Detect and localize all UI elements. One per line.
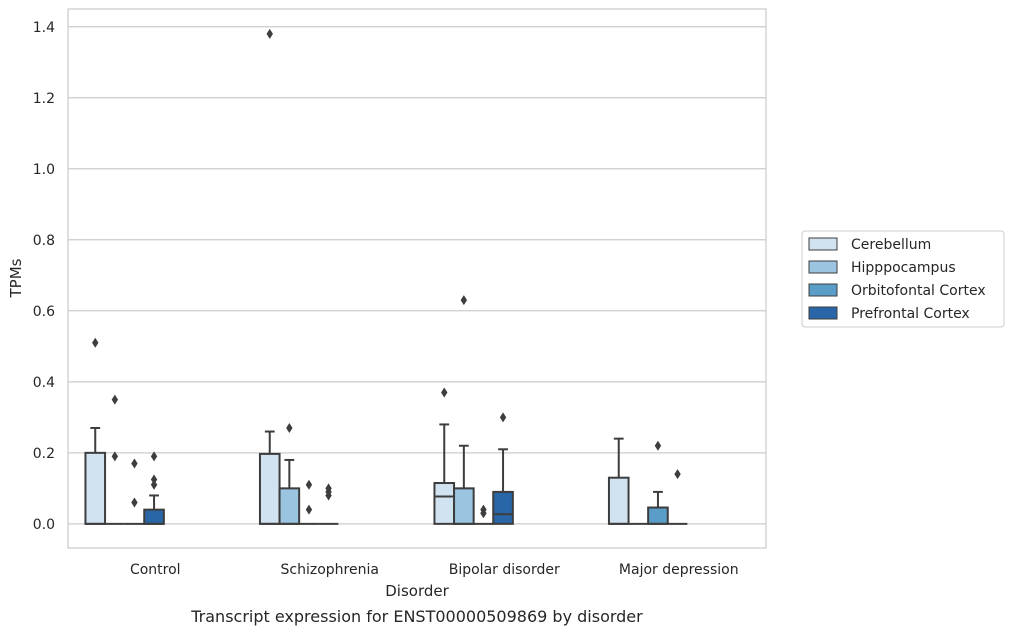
outlier-point: [150, 474, 158, 485]
y-tick-label: 0.4: [33, 375, 55, 391]
box-body: [647, 506, 669, 525]
outlier-point: [92, 337, 99, 348]
y-tick-label: 0.6: [33, 304, 55, 320]
box-body: [453, 487, 475, 525]
box-marks: [84, 28, 688, 525]
box-body: [278, 487, 301, 525]
y-tick-label: 0.8: [33, 233, 55, 249]
y-tick-label: 1.4: [33, 20, 55, 36]
box-cerebellum: [607, 437, 630, 525]
box-body: [492, 490, 514, 525]
outlier-point: [286, 422, 293, 433]
x-tick-labels: Control Schizophrenia Bipolar disorder Majo…: [130, 562, 739, 578]
x-tick-label: Control: [130, 562, 181, 578]
legend-label: Hipppocampus: [851, 260, 956, 276]
box-hipppocampus: [105, 394, 125, 525]
outlier-point: [441, 387, 448, 398]
x-tick-label: Schizophrenia: [281, 562, 379, 578]
box-body: [607, 476, 630, 525]
box-orbitofontal-cortex: [473, 504, 494, 525]
legend-label: Cerebellum: [851, 237, 931, 253]
box-cerebellum: [258, 28, 281, 525]
legend-swatch: [808, 237, 838, 251]
outlier-point: [480, 508, 487, 519]
box-orbitofontal-cortex: [299, 479, 319, 525]
legend-label: Prefrontal Cortex: [851, 306, 970, 322]
outlier-point: [150, 479, 158, 490]
box-prefrontal-cortex: [492, 412, 514, 525]
legend: Cerebellum Hipppocampus Orbitofontal Corte…: [801, 230, 1005, 328]
box-body: [143, 508, 165, 525]
outlier-point: [150, 451, 158, 462]
box-body: [433, 482, 456, 525]
outlier-point: [499, 412, 507, 423]
box-prefrontal-cortex: [667, 469, 688, 525]
legend-swatch: [808, 306, 838, 320]
gridlines: [68, 26, 766, 525]
box-orbitofontal-cortex: [647, 440, 669, 525]
box-prefrontal-cortex: [143, 451, 165, 525]
x-tick-label: Major depression: [619, 562, 739, 578]
box-cerebellum: [84, 337, 107, 525]
outlier-point: [460, 295, 468, 306]
box-body: [84, 451, 107, 525]
box-orbitofontal-cortex: [124, 458, 145, 525]
box-hipppocampus: [453, 295, 475, 525]
outlier-point: [305, 479, 313, 490]
y-axis-title: TPMs: [7, 258, 25, 298]
legend-swatch: [808, 283, 838, 297]
y-tick-label: 1.2: [33, 91, 55, 107]
outlier-point: [131, 458, 138, 469]
outlier-point: [266, 28, 273, 39]
legend-label: Orbitofontal Cortex: [851, 283, 986, 299]
box-prefrontal-cortex: [318, 483, 339, 525]
outlier-point: [325, 490, 332, 501]
y-tick-labels: 0.0 0.2 0.4 0.6 0.8 1.0 1.2 1.4: [33, 20, 55, 533]
box-cerebellum: [433, 387, 456, 525]
chart-caption: Transcript expression for ENST0000050986…: [190, 607, 643, 626]
plot-frame: [67, 8, 767, 549]
legend-swatch: [808, 260, 838, 274]
outlier-point: [305, 504, 313, 515]
outlier-point: [111, 394, 119, 405]
plot-area: [68, 9, 766, 548]
y-tick-label: 0.2: [33, 446, 55, 462]
outlier-point: [654, 440, 662, 451]
box-hipppocampus: [278, 422, 301, 525]
y-tick-label: 0.0: [33, 517, 55, 533]
legend-frame: [801, 230, 1005, 328]
outlier-point: [131, 497, 138, 508]
outlier-point: [674, 469, 681, 480]
box-body: [258, 452, 281, 525]
outlier-point: [111, 451, 119, 462]
x-tick-label: Bipolar disorder: [449, 562, 560, 578]
x-axis-title: Disorder: [385, 582, 449, 600]
y-tick-label: 1.0: [33, 162, 55, 178]
